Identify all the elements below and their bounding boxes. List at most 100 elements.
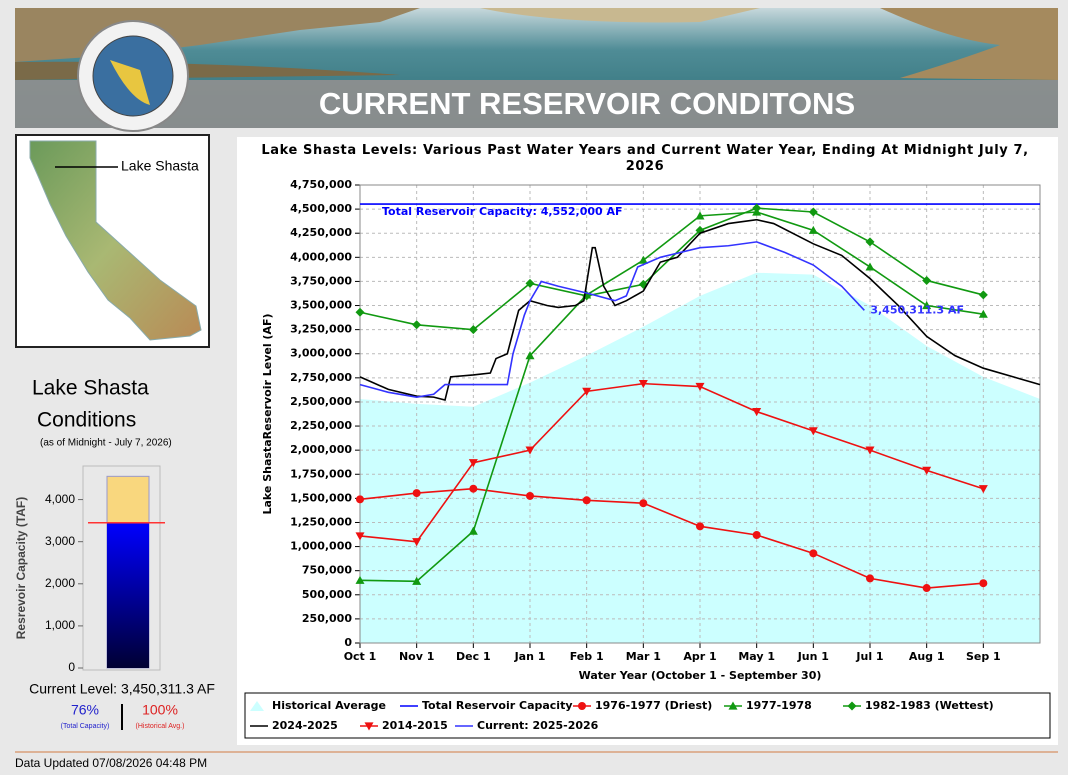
banner-hill <box>480 8 760 23</box>
marker <box>728 701 738 710</box>
x-tick-label: Aug 1 <box>909 650 945 663</box>
y-tick-label: 4,000 <box>45 492 75 506</box>
marker <box>922 466 932 475</box>
conditions: Lake Shasta Conditions (as of Midnight -… <box>29 377 215 730</box>
map-panel: Lake Shasta <box>15 134 210 348</box>
line <box>359 207 984 331</box>
line <box>359 241 865 398</box>
legend-label: Historical Average <box>272 699 386 712</box>
percent-average-note: (Historical Avg.) <box>136 723 185 730</box>
marker <box>525 278 535 288</box>
marker <box>355 307 365 317</box>
marker <box>865 237 875 247</box>
marker <box>752 203 762 213</box>
y-tick-label: 3,000,000 <box>290 347 352 360</box>
marker <box>979 579 988 588</box>
marker <box>639 499 648 508</box>
marker <box>922 275 932 285</box>
chart-title: Lake Shasta Levels: Various Past Water Y… <box>261 143 1029 174</box>
current-level: Current Level: 3,450,311.3 AF <box>29 681 215 697</box>
marker <box>468 526 478 535</box>
marker <box>526 491 534 500</box>
percent-average: 100% <box>142 702 178 718</box>
y-axis-label: Resrevoir Capacity (TAF) <box>14 497 28 639</box>
marker <box>364 722 374 731</box>
marker <box>752 407 762 417</box>
marker <box>356 495 364 504</box>
x-tick-label: Jan 1 <box>514 650 546 663</box>
conditions-title: Conditions <box>37 409 136 432</box>
y-tick-label: 1,000 <box>45 618 75 632</box>
gauge-frame <box>82 465 161 671</box>
plot-frame <box>359 184 1041 644</box>
y-tick-label: 3,750,000 <box>290 274 352 287</box>
banner-hill <box>880 8 1058 80</box>
marker <box>866 574 874 583</box>
marker <box>582 387 592 396</box>
y-tick-label: 0 <box>344 636 352 649</box>
line <box>359 382 984 543</box>
y-tick-label: 3,500,000 <box>290 299 352 312</box>
y-tick-label: 4,500,000 <box>290 202 352 215</box>
marker <box>922 301 932 310</box>
marker <box>809 549 818 558</box>
x-tick-label: Dec 1 <box>456 650 491 663</box>
legend-label: 2024-2025 <box>272 719 338 732</box>
marker <box>978 290 988 300</box>
california-map <box>29 140 202 341</box>
marker <box>468 459 478 468</box>
y-tick-label: 0 <box>68 660 75 674</box>
x-tick-label: May 1 <box>738 650 775 663</box>
y-tick-label: 1,250,000 <box>290 515 352 528</box>
banner: CURRENT RESERVOIR CONDITONS <box>15 8 1058 132</box>
y-tick-label: 2,000 <box>45 576 75 590</box>
percent-capacity: 76% <box>71 702 99 718</box>
legend-label: 2014-2015 <box>382 719 448 732</box>
line <box>359 211 984 583</box>
legend-frame <box>244 692 1051 739</box>
x-tick-label: Mar 1 <box>626 650 661 663</box>
marker <box>412 489 421 498</box>
conditions-date: (as of Midnight - July 7, 2026) <box>40 438 172 449</box>
marker <box>978 309 988 318</box>
marker <box>412 576 422 585</box>
y-tick-label: 4,250,000 <box>290 226 352 239</box>
marker <box>696 522 704 531</box>
y-tick-label: 4,750,000 <box>290 178 352 191</box>
x-axis-label: Water Year (October 1 - September 30) <box>579 669 822 682</box>
current-bar <box>107 522 149 668</box>
y-tick-label: 3,250,000 <box>290 323 352 336</box>
y-tick-label: 2,250,000 <box>290 419 352 432</box>
x-tick-label: Sep 1 <box>966 650 1001 663</box>
footer-text: Data Updated 07/08/2026 04:48 PM <box>15 756 207 770</box>
marker <box>638 380 648 389</box>
line <box>359 487 984 589</box>
banner-title: CURRENT RESERVOIR CONDITONS <box>319 86 855 121</box>
x-tick-label: Jun 1 <box>797 650 829 663</box>
x-tick-label: Oct 1 <box>344 650 377 663</box>
marker <box>355 575 365 584</box>
current-annotation: 3,450,311.3 AF <box>870 303 964 316</box>
legend-label: Total Reservoir Capacity <box>422 699 573 712</box>
marker <box>578 702 586 710</box>
y-tick-label: 1,500,000 <box>290 491 352 504</box>
marker <box>468 325 478 335</box>
marker <box>865 262 875 271</box>
marker <box>978 485 988 494</box>
y-tick-label: 1,000,000 <box>290 540 352 553</box>
main-chart: Lake Shasta Levels: Various Past Water Y… <box>237 137 1058 745</box>
banner-bar <box>15 80 1058 128</box>
marker <box>695 211 705 220</box>
legend-swatch <box>250 701 264 711</box>
marker <box>525 351 535 360</box>
marker <box>808 427 818 436</box>
marker <box>865 446 875 455</box>
marker <box>752 531 761 540</box>
y-tick-label: 3,000 <box>45 534 75 548</box>
marker <box>638 255 648 264</box>
marker <box>412 538 422 547</box>
marker <box>525 446 535 455</box>
y-tick-label: 500,000 <box>302 588 352 601</box>
